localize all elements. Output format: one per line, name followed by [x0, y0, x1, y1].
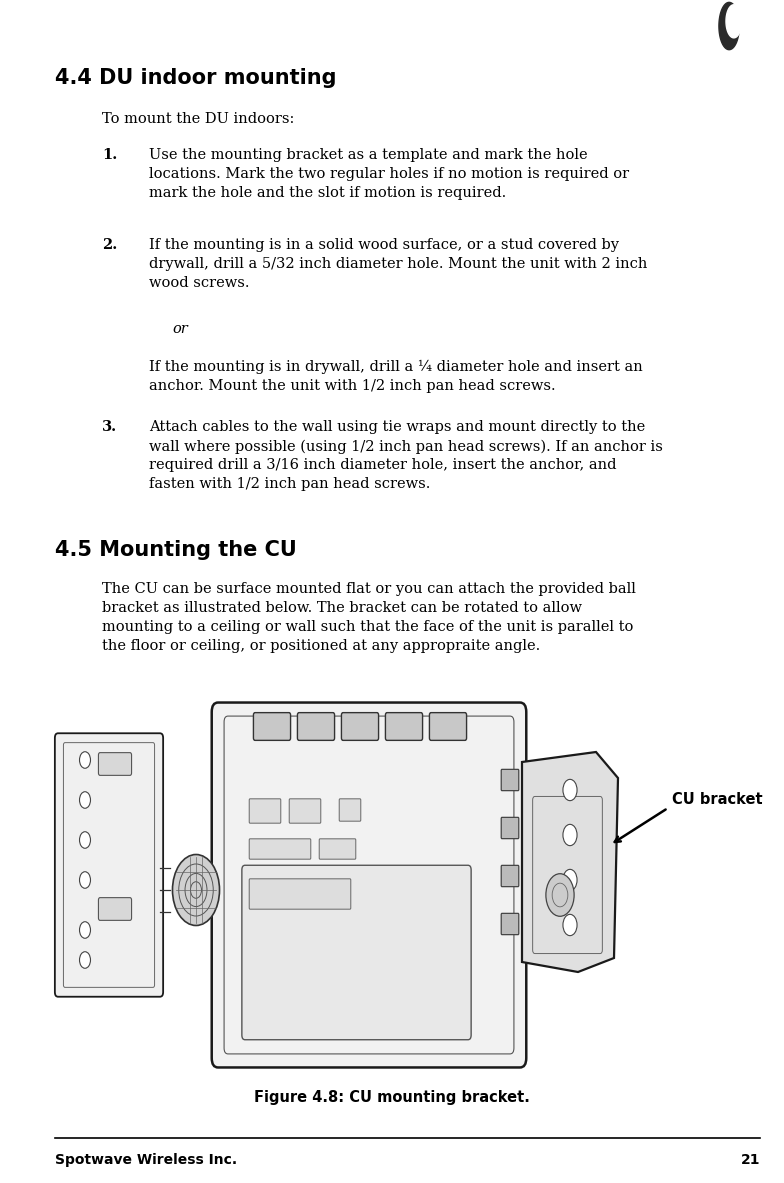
Circle shape: [563, 825, 577, 846]
FancyBboxPatch shape: [319, 839, 356, 859]
FancyBboxPatch shape: [99, 752, 132, 775]
FancyBboxPatch shape: [339, 799, 361, 821]
Text: or: or: [172, 322, 188, 336]
FancyBboxPatch shape: [249, 799, 281, 823]
Text: 3.: 3.: [102, 420, 117, 434]
Text: 1.: 1.: [102, 148, 117, 162]
FancyBboxPatch shape: [253, 712, 291, 741]
FancyBboxPatch shape: [249, 839, 310, 859]
Text: CU bracket: CU bracket: [672, 791, 763, 807]
FancyBboxPatch shape: [386, 712, 423, 741]
FancyBboxPatch shape: [55, 733, 163, 997]
Circle shape: [79, 832, 90, 848]
FancyBboxPatch shape: [501, 913, 519, 935]
Circle shape: [563, 780, 577, 801]
Text: 4.4 DU indoor mounting: 4.4 DU indoor mounting: [55, 67, 336, 88]
Text: If the mounting is in drywall, drill a ¼ diameter hole and insert an
anchor. Mou: If the mounting is in drywall, drill a ¼…: [149, 360, 643, 393]
FancyBboxPatch shape: [501, 769, 519, 790]
FancyBboxPatch shape: [297, 712, 335, 741]
Circle shape: [79, 751, 90, 768]
FancyBboxPatch shape: [212, 703, 526, 1067]
Polygon shape: [522, 752, 618, 972]
Text: 4.5 Mounting the CU: 4.5 Mounting the CU: [55, 539, 296, 560]
FancyBboxPatch shape: [241, 865, 471, 1040]
Text: The CU can be surface mounted flat or you can attach the provided ball
bracket a: The CU can be surface mounted flat or yo…: [102, 582, 636, 653]
Text: Use the mounting bracket as a template and mark the hole
locations. Mark the two: Use the mounting bracket as a template a…: [149, 148, 629, 200]
FancyBboxPatch shape: [289, 799, 321, 823]
Circle shape: [546, 874, 574, 917]
Circle shape: [79, 951, 90, 968]
Polygon shape: [726, 5, 742, 38]
FancyBboxPatch shape: [342, 712, 379, 741]
FancyBboxPatch shape: [430, 712, 466, 741]
Text: Attach cables to the wall using tie wraps and mount directly to the
wall where p: Attach cables to the wall using tie wrap…: [149, 420, 662, 491]
Circle shape: [172, 854, 220, 925]
Text: Figure 4.8: CU mounting bracket.: Figure 4.8: CU mounting bracket.: [254, 1090, 530, 1105]
Circle shape: [79, 922, 90, 938]
Text: Spotwave Wireless Inc.: Spotwave Wireless Inc.: [55, 1153, 237, 1166]
Circle shape: [79, 791, 90, 808]
Circle shape: [79, 872, 90, 888]
Text: If the mounting is in a solid wood surface, or a stud covered by
drywall, drill : If the mounting is in a solid wood surfa…: [149, 238, 648, 290]
FancyBboxPatch shape: [99, 898, 132, 920]
FancyBboxPatch shape: [249, 879, 350, 910]
Text: 21: 21: [741, 1153, 760, 1166]
Circle shape: [563, 870, 577, 891]
Text: 2.: 2.: [102, 238, 117, 252]
Circle shape: [563, 914, 577, 936]
Text: To mount the DU indoors:: To mount the DU indoors:: [102, 112, 294, 127]
Polygon shape: [719, 2, 739, 50]
FancyBboxPatch shape: [501, 865, 519, 886]
FancyBboxPatch shape: [501, 817, 519, 839]
